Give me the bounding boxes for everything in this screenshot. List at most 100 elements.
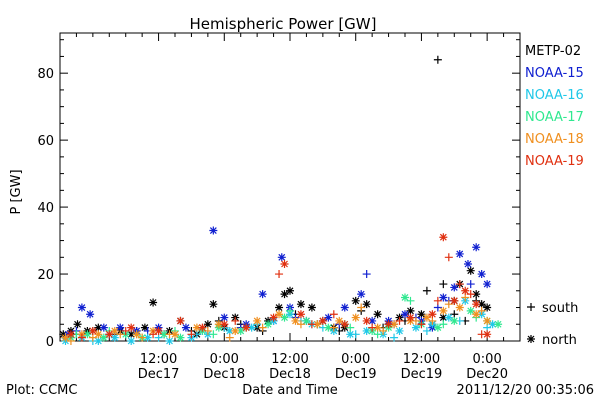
data-point-south bbox=[422, 326, 431, 335]
data-point-north bbox=[127, 337, 136, 345]
data-point-south bbox=[66, 337, 75, 345]
data-point-north bbox=[373, 310, 382, 319]
data-point-south bbox=[346, 323, 355, 332]
data-point-north bbox=[149, 298, 158, 307]
data-point-north bbox=[77, 303, 86, 312]
x-tick-label-day: Dec19 bbox=[401, 367, 443, 382]
data-point-south bbox=[258, 323, 267, 332]
data-point-north bbox=[406, 306, 415, 315]
data-point-south bbox=[422, 286, 431, 295]
data-point-north bbox=[444, 313, 453, 322]
data-point-north bbox=[296, 300, 305, 309]
data-point-south bbox=[395, 316, 404, 325]
legend-series-label: METP-02 bbox=[525, 44, 581, 59]
data-point-north bbox=[483, 330, 492, 339]
x-tick-label-time: 0:00 bbox=[341, 352, 370, 367]
data-point-north bbox=[171, 330, 179, 339]
data-point-north bbox=[390, 320, 399, 329]
x-tick-label-time: 12:00 bbox=[403, 352, 440, 367]
data-point-south bbox=[433, 296, 442, 305]
data-point-north bbox=[384, 320, 393, 329]
data-point-south bbox=[527, 303, 535, 311]
data-point-south bbox=[329, 310, 338, 319]
y-tick-label: 20 bbox=[37, 268, 54, 283]
y-axis-label: P [GW] bbox=[9, 169, 24, 214]
data-points bbox=[59, 55, 503, 345]
data-point-north bbox=[127, 330, 136, 339]
data-point-south bbox=[433, 303, 442, 312]
legend-series-label: NOAA-19 bbox=[525, 154, 584, 169]
data-point-south bbox=[455, 280, 464, 289]
data-point-north bbox=[302, 316, 311, 325]
data-point-south bbox=[466, 280, 475, 289]
data-point-north bbox=[220, 313, 229, 322]
data-point-north bbox=[242, 323, 251, 332]
data-point-south bbox=[390, 333, 399, 342]
data-point-south bbox=[209, 330, 218, 339]
x-tick-label-day: Dec17 bbox=[138, 367, 180, 382]
x-tick-label-time: 12:00 bbox=[271, 352, 308, 367]
data-point-north bbox=[296, 310, 305, 319]
data-point-north bbox=[340, 303, 349, 312]
data-point-north bbox=[277, 253, 286, 262]
data-point-north bbox=[181, 323, 190, 332]
data-point-north bbox=[357, 290, 366, 299]
data-point-north bbox=[258, 290, 267, 299]
data-point-north bbox=[110, 326, 119, 335]
data-point-north bbox=[88, 326, 97, 335]
data-point-north bbox=[275, 310, 284, 319]
data-point-north bbox=[406, 313, 415, 322]
data-point-south bbox=[450, 310, 459, 319]
data-point-north bbox=[99, 323, 108, 332]
data-point-north bbox=[488, 320, 497, 329]
data-point-north bbox=[86, 310, 95, 319]
data-point-north bbox=[61, 333, 70, 342]
chart-title: Hemispheric Power [GW] bbox=[190, 15, 377, 33]
plot-frame bbox=[59, 32, 521, 342]
data-point-south bbox=[329, 323, 338, 332]
data-point-south bbox=[439, 280, 448, 289]
data-point-north bbox=[140, 323, 149, 332]
data-point-north bbox=[373, 323, 382, 332]
data-point-north bbox=[154, 326, 163, 335]
data-point-south bbox=[368, 323, 377, 332]
data-point-north bbox=[477, 270, 486, 279]
legend-series-label: NOAA-18 bbox=[525, 132, 584, 147]
data-point-south bbox=[77, 333, 86, 342]
footer-timestamp: 2011/12/20 00:35:06 bbox=[457, 383, 594, 398]
data-point-north bbox=[461, 286, 470, 295]
data-point-north bbox=[466, 266, 475, 275]
data-point-north bbox=[247, 323, 256, 332]
data-point-south bbox=[296, 320, 305, 329]
data-point-south bbox=[307, 320, 316, 329]
data-point-south bbox=[88, 333, 97, 342]
data-point-north bbox=[362, 316, 371, 325]
data-point-north bbox=[214, 320, 223, 329]
data-point-north bbox=[401, 310, 409, 319]
data-point-north bbox=[351, 296, 360, 305]
data-point-north bbox=[450, 296, 459, 305]
data-point-north bbox=[253, 316, 262, 325]
data-point-north bbox=[94, 323, 103, 332]
data-point-north bbox=[483, 280, 492, 289]
data-point-north bbox=[105, 330, 114, 339]
data-point-north bbox=[483, 316, 492, 325]
data-point-north bbox=[192, 323, 201, 332]
data-point-north bbox=[466, 306, 475, 315]
data-point-north bbox=[494, 320, 503, 329]
x-axis-label: Date and Time bbox=[242, 383, 338, 398]
data-point-north bbox=[463, 260, 472, 268]
data-point-south bbox=[121, 326, 130, 335]
data-point-north bbox=[351, 313, 360, 322]
y-tick-label: 0 bbox=[46, 335, 54, 350]
data-point-north bbox=[280, 313, 289, 322]
y-tick-label: 60 bbox=[37, 134, 54, 149]
data-point-north bbox=[472, 290, 481, 299]
data-point-north bbox=[411, 323, 420, 332]
data-point-north bbox=[73, 320, 82, 329]
data-point-north bbox=[198, 323, 207, 332]
data-point-north bbox=[203, 320, 212, 329]
data-point-south bbox=[406, 296, 415, 305]
y-tick-label: 80 bbox=[37, 67, 54, 82]
data-point-north bbox=[160, 330, 169, 339]
